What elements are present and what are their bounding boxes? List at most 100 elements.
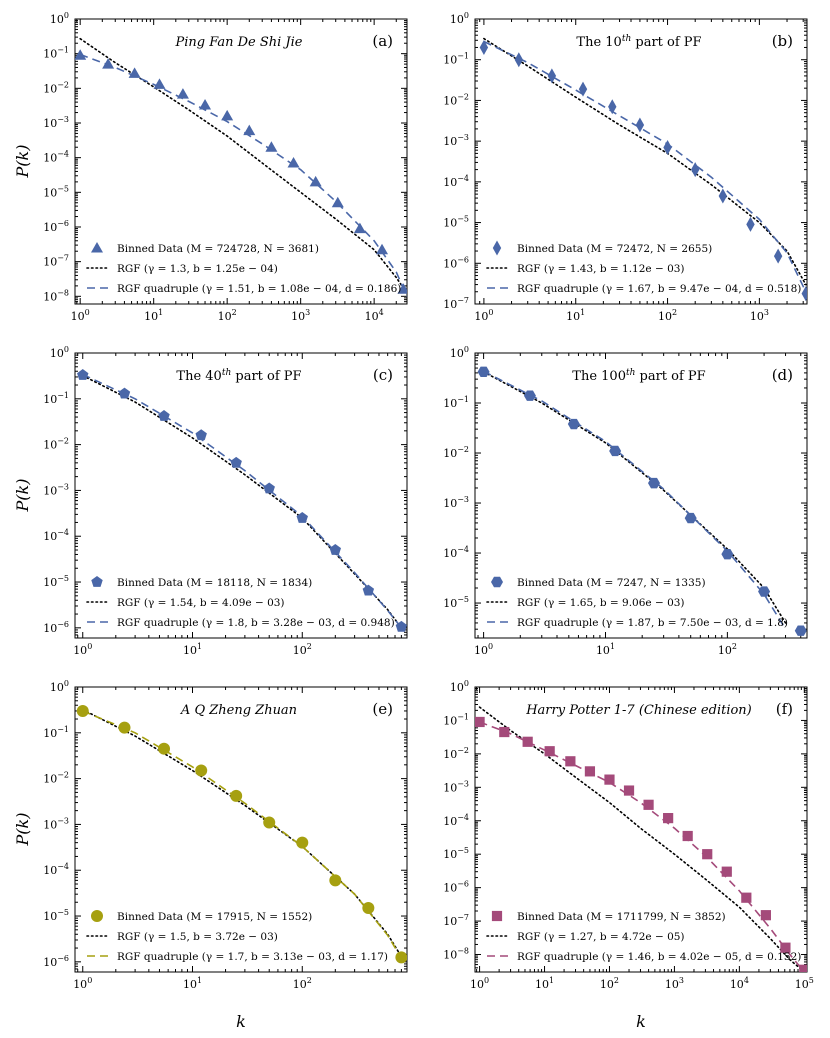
data-point	[584, 766, 596, 777]
legend-data-label: Binned Data (M = 1711799, N = 3852)	[517, 911, 726, 923]
data-point	[287, 157, 300, 168]
rgf-curve	[478, 706, 806, 972]
panel-letter: (b)	[772, 32, 793, 50]
legend-quadruple-label: RGF quadruple (γ = 1.8, b = 3.28e − 03, …	[117, 617, 395, 629]
legend-quadruple-label: RGF quadruple (γ = 1.87, b = 7.50e − 03,…	[517, 617, 788, 629]
data-point	[75, 49, 87, 60]
legend-marker	[91, 576, 103, 587]
panel-letter: (a)	[372, 32, 393, 50]
tick-label: 10−1	[443, 712, 469, 727]
data-point	[230, 789, 243, 802]
chart-panel-c: 100 101 102 10−6 10−5 10−4 10−3 10−2 10−1 100 The …	[43, 345, 408, 657]
plot-frame	[74, 352, 408, 639]
y-axis-label: P(k)	[13, 813, 32, 847]
legend-data-label: Binned Data (M = 72472, N = 2655)	[517, 243, 712, 255]
curves	[478, 706, 806, 972]
legend: Binned Data (M = 1711799, N = 3852) RGF (…	[486, 910, 801, 963]
data-point	[199, 99, 212, 110]
legend-quadruple-label: RGF quadruple (γ = 1.51, b = 1.08e − 04,…	[117, 283, 401, 295]
panel-letter: (c)	[373, 366, 393, 384]
tick-label: 10−6	[43, 620, 69, 635]
tick-label: 10−7	[43, 254, 69, 269]
legend-marker	[91, 910, 103, 922]
tick-label: 10−6	[43, 219, 69, 234]
rgf-quadruple-curve	[483, 370, 787, 630]
axis-ticks	[75, 686, 408, 973]
tick-label: 10−2	[43, 771, 69, 786]
data-point	[801, 286, 807, 302]
data-point	[547, 68, 557, 84]
legend-rgf-label: RGF (γ = 1.3, b = 1.25e − 04)	[117, 263, 278, 275]
rgf-curve	[81, 708, 403, 958]
data-point	[221, 109, 234, 121]
data-point	[362, 901, 375, 914]
chart-panel-b: 100 101 102 103 10−7 10−6 10−5 10−4 10−3 10−2 10−1…	[443, 11, 808, 323]
legend: Binned Data (M = 7247, N = 1335) RGF (γ =…	[486, 576, 788, 629]
legend-marker	[492, 240, 502, 256]
data-point	[522, 736, 533, 747]
data-point	[794, 625, 807, 636]
data-point	[195, 764, 208, 777]
data-point	[353, 222, 366, 234]
data-point	[578, 81, 588, 97]
data-point	[604, 774, 615, 785]
legend-marker	[491, 576, 503, 588]
tick-label: 102	[658, 308, 677, 323]
tick-label: 10−5	[43, 184, 69, 199]
rgf-quadruple-curve	[479, 721, 805, 972]
tick-label: 101	[535, 976, 554, 991]
data-point	[746, 216, 755, 232]
data-point	[523, 390, 536, 401]
tick-labels: 100 101 102 10−6 10−5 10−4 10−3 10−2 10−1 100	[43, 679, 312, 991]
data-point	[153, 78, 166, 89]
data-point	[608, 99, 617, 115]
data-point	[682, 830, 693, 842]
data-point	[663, 813, 674, 824]
tick-label: 10−4	[443, 813, 469, 828]
x-axis-label: k	[636, 1012, 646, 1031]
data-point	[479, 39, 489, 55]
legend-data-label: Binned Data (M = 18118, N = 1834)	[117, 577, 312, 589]
data-point	[760, 910, 771, 921]
data-point	[773, 248, 783, 264]
panel-title: Harry Potter 1-7 (Chinese edition)	[525, 703, 752, 718]
data-point	[623, 785, 635, 796]
tick-label: 100	[71, 308, 90, 323]
tick-label: 10−4	[43, 150, 69, 165]
tick-label: 10−3	[443, 779, 469, 794]
data-point	[76, 704, 89, 717]
plot-frame	[74, 686, 408, 973]
data-point	[395, 620, 407, 632]
rgf-quadruple-curve	[82, 373, 403, 629]
tick-label: 100	[50, 11, 69, 26]
tick-label: 10−3	[443, 495, 469, 510]
tick-labels: 100 101 102 10−5 10−4 10−3 10−2 10−1 100	[443, 345, 737, 657]
curves	[482, 370, 787, 630]
data-point	[128, 67, 141, 78]
legend-rgf-label: RGF (γ = 1.27, b = 4.72e − 05)	[517, 931, 685, 943]
tick-label: 101	[566, 308, 585, 323]
data-point	[663, 139, 672, 155]
data-point	[799, 964, 807, 972]
chart-panel-e: 100 101 102 10−6 10−5 10−4 10−3 10−2 10−1 100 A Q …	[43, 679, 408, 991]
legend-marker	[491, 910, 503, 922]
tick-label: 10−1	[43, 391, 69, 406]
data-point	[331, 196, 344, 208]
x-axis-label: k	[236, 1012, 246, 1031]
plot-frame	[474, 18, 808, 305]
legend-rgf-label: RGF (γ = 1.54, b = 4.09e − 03)	[117, 597, 285, 609]
data-points	[477, 366, 807, 636]
tick-label: 10−2	[443, 92, 469, 107]
tick-label: 102	[600, 976, 619, 991]
tick-label: 102	[218, 308, 237, 323]
data-points	[75, 49, 407, 294]
tick-label: 10−8	[43, 288, 69, 303]
tick-label: 10−1	[43, 46, 69, 61]
tick-label: 10−3	[43, 115, 69, 130]
curves	[81, 373, 403, 629]
legend-data-label: Binned Data (M = 724728, N = 3681)	[117, 243, 319, 255]
tick-labels: 100 101 102 10−6 10−5 10−4 10−3 10−2 10−1 100	[43, 345, 312, 657]
data-point	[243, 124, 256, 136]
axis-ticks	[475, 352, 807, 639]
